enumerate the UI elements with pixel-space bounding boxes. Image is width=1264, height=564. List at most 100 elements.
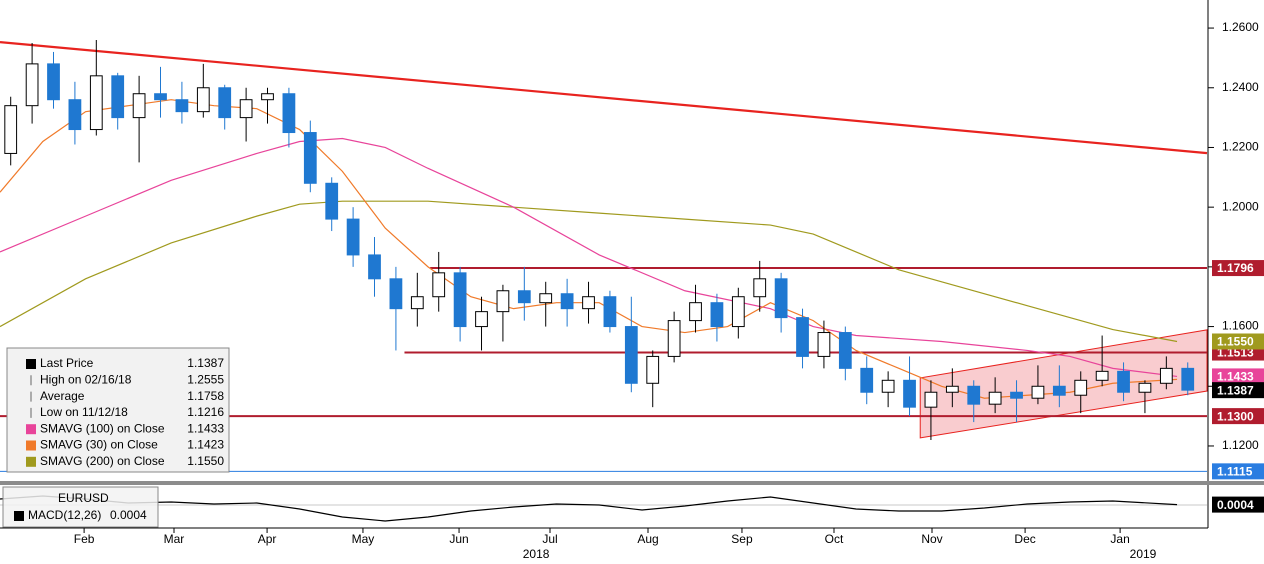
x-tick-label: Aug <box>637 532 658 546</box>
legend-swatch <box>26 424 36 435</box>
legend-value: 1.1216 <box>187 405 224 419</box>
candle-body <box>817 332 831 357</box>
y-tick-label: 1.2000 <box>1222 199 1259 213</box>
candle-body <box>1117 370 1130 393</box>
candle-body <box>1074 379 1088 396</box>
candle-body <box>560 293 574 310</box>
legend-swatch <box>26 359 36 369</box>
candle-body <box>25 63 39 107</box>
x-tick-label: Dec <box>1014 532 1035 546</box>
candle-body <box>646 355 660 384</box>
candle-body <box>154 93 167 101</box>
plot-area <box>0 40 1208 472</box>
candle-body <box>1010 391 1023 399</box>
legend-value: 1.1758 <box>187 389 224 403</box>
x-tick-label: Mar <box>164 532 185 546</box>
candle-body <box>410 296 424 310</box>
x-tick-label: May <box>352 532 375 546</box>
legend-label: High on 02/16/18 <box>40 372 132 386</box>
candle-body <box>881 379 895 393</box>
candle-body <box>967 385 981 405</box>
macd-tag <box>1212 496 1264 513</box>
candle-body <box>496 290 510 313</box>
macd-tag-label: 0.0004 <box>1217 498 1254 512</box>
y-tick-label: 1.2200 <box>1222 140 1259 154</box>
candle-body <box>667 320 681 357</box>
candle-body <box>475 311 488 328</box>
moving-average <box>0 99 1178 399</box>
candle-body <box>731 296 745 328</box>
candle-body <box>325 182 339 220</box>
price-tag <box>1212 408 1264 425</box>
legend-swatch <box>26 456 36 467</box>
legend-value: 1.1550 <box>187 454 224 468</box>
trend-line <box>0 40 1208 155</box>
candle-body <box>68 99 82 131</box>
macd-title: EURUSD <box>58 491 109 505</box>
moving-average <box>0 200 1178 343</box>
candle-body <box>860 367 874 393</box>
legend-value: 1.1433 <box>187 421 224 435</box>
candle-body <box>582 296 595 310</box>
candle-body <box>988 391 1002 405</box>
legend-label: SMAVG (200) on Close <box>40 454 165 468</box>
candle-body <box>432 272 446 298</box>
candle-body <box>282 93 296 134</box>
x-tick-label: Sep <box>731 532 753 546</box>
macd-swatch <box>14 511 24 521</box>
candle-body <box>1052 385 1066 396</box>
price-tag-label: 1.1115 <box>1217 465 1253 479</box>
candle-body <box>261 93 274 101</box>
price-tag-label: 1.1796 <box>1217 261 1254 275</box>
candle-body <box>1159 367 1173 384</box>
candle-body <box>945 385 959 393</box>
x-tick-label: Jun <box>449 532 468 546</box>
legend-label: Average <box>40 389 85 403</box>
candle-body <box>47 63 60 101</box>
candle-body <box>1138 382 1152 393</box>
price-tag <box>1212 382 1264 399</box>
legend-label: SMAVG (100) on Close <box>40 421 165 435</box>
candle-body <box>603 296 617 328</box>
candle-body <box>132 93 146 119</box>
year-label: 2018 <box>523 547 550 561</box>
candle-body <box>196 87 210 113</box>
x-tick-label: Jul <box>542 532 557 546</box>
candle-body <box>774 278 788 319</box>
legend-value: 1.1423 <box>187 438 224 452</box>
price-tag <box>1212 260 1264 277</box>
legend-value: 1.2555 <box>187 372 224 386</box>
macd-name: MACD(12,26) <box>28 508 101 522</box>
legend: Last Price 1.1387 High on 02/16/18 1.2555 Av… <box>6 347 230 473</box>
candle-body <box>796 317 809 357</box>
candle-body <box>1031 385 1045 399</box>
candle-body <box>539 293 553 304</box>
candle-body <box>903 379 916 408</box>
macd-legend-box <box>2 486 159 528</box>
legend-value: 1.1387 <box>187 356 224 370</box>
y-tick-label: 1.2400 <box>1222 80 1259 94</box>
macd-value: 0.0004 <box>110 508 147 522</box>
candle-body <box>239 99 253 119</box>
y-tick-label: 1.1200 <box>1222 438 1259 452</box>
candle-body <box>175 99 189 113</box>
price-tag <box>1212 463 1264 480</box>
legend-label: SMAVG (30) on Close <box>40 438 158 452</box>
candle-body <box>453 272 467 328</box>
legend-swatch <box>26 440 36 451</box>
x-tick-label: Jan <box>1110 532 1129 546</box>
x-tick-label: Oct <box>825 532 844 546</box>
price-tag-label: 1.1550 <box>1217 335 1254 349</box>
candle-body <box>624 326 638 384</box>
price-tag-label: 1.1433 <box>1217 370 1254 384</box>
candle-body <box>111 75 125 119</box>
price-tag <box>1212 368 1264 385</box>
year-label: 2019 <box>1130 547 1157 561</box>
price-tag <box>1212 333 1264 350</box>
candle-body <box>1095 370 1109 381</box>
legend-label: Last Price <box>40 356 94 370</box>
candle-body <box>710 302 724 328</box>
candle-body <box>689 302 702 322</box>
candle-body <box>346 218 360 256</box>
